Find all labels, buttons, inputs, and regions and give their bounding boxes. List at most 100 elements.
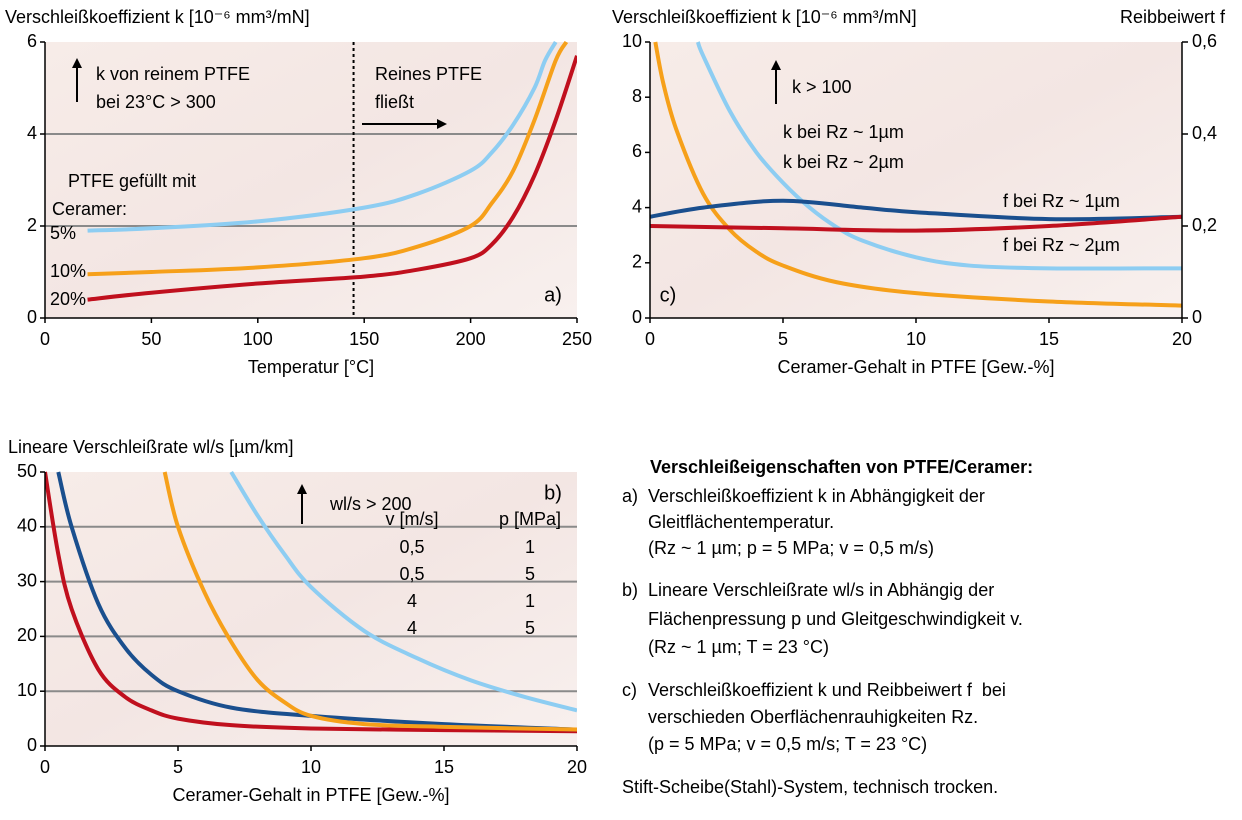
annotation: Ceramer: <box>52 199 127 219</box>
y-tick-label: 6 <box>632 141 642 161</box>
note-line: Verschleißkoeffizient k in Abhängigkeit … <box>648 486 985 506</box>
legend-entry: 1 <box>525 591 535 611</box>
series-line <box>87 40 558 233</box>
y-tick-label: 20 <box>17 625 37 645</box>
series-line <box>56 471 577 732</box>
annotation: fließt <box>375 92 414 112</box>
y-tick-label: 8 <box>632 86 642 106</box>
note-line: Verschleißkoeffizient k und Reibbeiwert … <box>648 680 1006 700</box>
series-label: k bei Rz ~ 2µm <box>783 152 904 172</box>
series-label: 20% <box>50 289 86 309</box>
y-tick-label: 10 <box>622 31 642 51</box>
series-label: k bei Rz ~ 1µm <box>783 122 904 142</box>
series-line <box>650 198 1182 222</box>
arrow-head <box>297 484 307 494</box>
series-line <box>229 470 577 713</box>
legend-header: p [MPa] <box>499 509 561 529</box>
note-line: (Rz ~ 1 µm; p = 5 MPa; v = 0,5 m/s) <box>648 538 934 558</box>
series-line <box>162 471 577 732</box>
legend-entry: 5 <box>525 618 535 638</box>
series-line <box>87 40 569 277</box>
y-tick-label: 4 <box>27 123 37 143</box>
legend-entry: 4 <box>407 591 417 611</box>
note-line: Gleitflächentemperatur. <box>648 512 834 532</box>
x-axis-title: Ceramer-Gehalt in PTFE [Gew.-%] <box>172 785 449 805</box>
notes-footer: Stift-Scheibe(Stahl)-System, technisch t… <box>622 777 998 797</box>
y-tick-label: 30 <box>17 570 37 590</box>
y-tick-label: 0 <box>27 307 37 327</box>
legend-header: v [m/s] <box>386 509 439 529</box>
annotation: k von reinem PTFE <box>96 64 250 84</box>
x-tick-label: 0 <box>40 329 50 349</box>
legend-entry: 0,5 <box>399 564 424 584</box>
series-line <box>653 41 1182 308</box>
y-axis-title: Verschleißkoeffizient k [10⁻⁶ mm³/mN] <box>612 7 917 27</box>
note-line: verschieden Oberflächenrauhigkeiten Rz. <box>648 707 978 727</box>
legend-entry: 0,5 <box>399 537 424 557</box>
notes-title: Verschleißeigenschaften von PTFE/Ceramer… <box>650 457 1033 477</box>
panel-label: a) <box>544 284 562 306</box>
y-tick-label: 10 <box>17 680 37 700</box>
x-axis-title: Ceramer-Gehalt in PTFE [Gew.-%] <box>777 357 1054 377</box>
x-tick-label: 50 <box>141 329 161 349</box>
y-tick-label: 40 <box>17 516 37 536</box>
series-line <box>695 41 1182 271</box>
y-axis-title: Verschleißkoeffizient k [10⁻⁶ mm³/mN] <box>5 7 310 27</box>
series-label: 10% <box>50 261 86 281</box>
x-tick-label: 20 <box>1172 329 1192 349</box>
annotation: k > 100 <box>792 77 852 97</box>
plot-background <box>650 42 1182 318</box>
y-tick-label: 0 <box>27 735 37 755</box>
x-tick-label: 15 <box>434 757 454 777</box>
series-line <box>87 55 577 302</box>
legend-entry: 1 <box>525 537 535 557</box>
y-tick-label: 0 <box>632 307 642 327</box>
series-label: f bei Rz ~ 2µm <box>1003 235 1120 255</box>
x-tick-label: 5 <box>778 329 788 349</box>
y-tick-label: 50 <box>17 461 37 481</box>
annotation: Reines PTFE <box>375 64 482 84</box>
panel-label: c) <box>660 284 677 306</box>
y-tick-label: 2 <box>632 252 642 272</box>
y2-tick-label: 0,6 <box>1192 31 1217 51</box>
y-tick-label: 2 <box>27 215 37 235</box>
note-line: Lineare Verschleißrate wl/s in Abhängig … <box>648 580 994 600</box>
x-tick-label: 250 <box>562 329 592 349</box>
legend-entry: 5 <box>525 564 535 584</box>
annotation: wl/s > 200 <box>329 494 412 514</box>
panel-label: b) <box>544 482 562 504</box>
y2-tick-label: 0,2 <box>1192 215 1217 235</box>
x-tick-label: 200 <box>456 329 486 349</box>
note-label: b) <box>622 580 638 600</box>
x-axis-title: Temperatur [°C] <box>248 357 374 377</box>
y-tick-label: 6 <box>27 31 37 51</box>
note-label: c) <box>622 680 637 700</box>
arrow-head <box>72 58 82 68</box>
x-tick-label: 20 <box>567 757 587 777</box>
x-tick-label: 150 <box>349 329 379 349</box>
y2-tick-label: 0,4 <box>1192 123 1217 143</box>
note-line: (Rz ~ 1 µm; T = 23 °C) <box>648 637 829 657</box>
series-line <box>650 214 1182 233</box>
series-label: 5% <box>50 223 76 243</box>
annotation: PTFE gefüllt mit <box>68 171 196 191</box>
x-tick-label: 15 <box>1039 329 1059 349</box>
note-line: (p = 5 MPa; v = 0,5 m/s; T = 23 °C) <box>648 734 927 754</box>
plot-background <box>45 472 577 746</box>
series-label: f bei Rz ~ 1µm <box>1003 191 1120 211</box>
x-tick-label: 10 <box>906 329 926 349</box>
y2-axis-title: Reibbeiwert f <box>1120 7 1226 27</box>
y-axis-title: Lineare Verschleißrate wl/s [µm/km] <box>8 437 293 457</box>
note-line: Flächenpressung p und Gleitgeschwindigke… <box>648 609 1023 629</box>
x-tick-label: 10 <box>301 757 321 777</box>
x-tick-label: 0 <box>645 329 655 349</box>
y-tick-label: 4 <box>632 196 642 216</box>
x-tick-label: 5 <box>173 757 183 777</box>
legend-entry: 4 <box>407 618 417 638</box>
y2-tick-label: 0 <box>1192 307 1202 327</box>
note-label: a) <box>622 486 638 506</box>
x-tick-label: 0 <box>40 757 50 777</box>
x-tick-label: 100 <box>243 329 273 349</box>
series-line <box>45 471 577 734</box>
